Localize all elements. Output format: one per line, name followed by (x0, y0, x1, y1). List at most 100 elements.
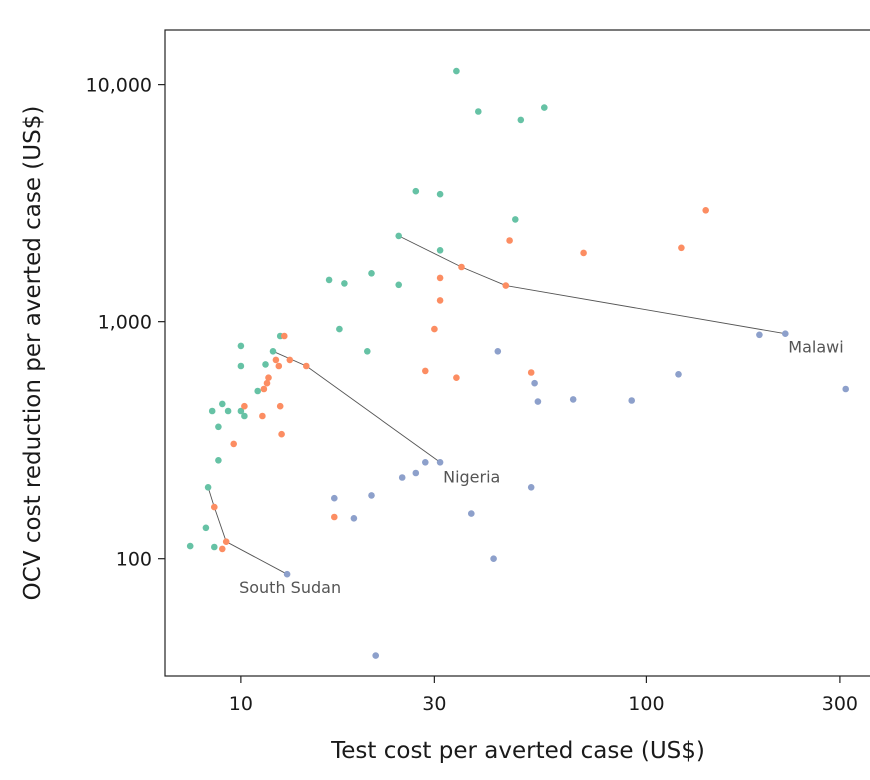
data-point-blue (628, 397, 635, 404)
data-point-blue (675, 371, 682, 378)
data-point-blue (531, 379, 538, 387)
data-point-orange (230, 440, 237, 448)
annotation-south-sudan: South Sudan (239, 578, 341, 597)
data-point-orange (219, 545, 226, 553)
data-point-green (204, 484, 212, 491)
connector-line-south-sudan (207, 487, 288, 575)
data-point-green (341, 280, 348, 287)
data-point-orange (678, 244, 685, 252)
data-point-blue (569, 396, 577, 403)
x-axis: 10 30 100 300 (229, 676, 858, 715)
data-point-green (453, 67, 460, 75)
data-point-blue (372, 652, 380, 659)
data-point-green (436, 247, 444, 254)
data-point-green (368, 270, 375, 277)
data-point-orange (211, 503, 218, 511)
data-point-green (237, 362, 245, 370)
data-point-green (211, 543, 218, 551)
data-point-orange (331, 513, 338, 521)
data-point-green (186, 542, 194, 550)
data-point-blue (283, 570, 291, 578)
data-point-green (517, 116, 525, 124)
data-point-blue (422, 459, 429, 466)
data-points (186, 67, 849, 659)
x-tick-label: 30 (422, 693, 446, 715)
data-point-blue (490, 555, 497, 562)
plot-frame (164, 29, 870, 677)
data-point-orange (580, 249, 587, 257)
x-tick-label: 300 (822, 693, 858, 715)
data-point-green (325, 276, 333, 284)
data-point-blue (412, 469, 420, 477)
data-point-orange (281, 332, 288, 340)
data-point-orange (272, 356, 280, 364)
y-axis: 100 1,000 10,000 (86, 75, 165, 571)
data-point-green (224, 407, 232, 415)
data-point-green (202, 524, 210, 532)
data-point-green (364, 348, 371, 355)
data-point-blue (350, 515, 358, 522)
data-point-orange (303, 362, 310, 370)
data-point-blue (527, 484, 535, 491)
connector-line-nigeria (272, 350, 441, 463)
data-point-orange (260, 385, 268, 393)
data-point-orange (458, 263, 465, 271)
data-point-blue (782, 330, 789, 338)
data-point-green (254, 387, 261, 395)
y-axis-title: OCV cost reduction per averted case (US$… (20, 106, 46, 601)
data-point-blue (331, 494, 338, 502)
data-point-orange (241, 402, 248, 410)
data-point-blue (494, 348, 502, 355)
data-point-green (512, 216, 519, 223)
data-point-blue (368, 492, 375, 499)
data-point-green (436, 190, 444, 198)
data-point-orange (453, 374, 460, 382)
annotation-nigeria: Nigeria (443, 467, 500, 486)
data-point-orange (259, 412, 266, 420)
data-point-green (208, 407, 216, 415)
data-point-orange (506, 237, 513, 244)
data-point-orange (263, 379, 271, 387)
y-tick-label: 10,000 (86, 75, 152, 97)
data-point-green (237, 407, 245, 415)
data-point-blue (756, 331, 763, 339)
data-point-green (395, 232, 403, 240)
data-point-blue (398, 474, 406, 481)
data-point-orange (222, 538, 230, 545)
y-tick-label: 1,000 (98, 312, 152, 334)
connecting-lines (207, 235, 786, 575)
data-point-green (412, 187, 420, 195)
data-point-orange (422, 367, 429, 375)
data-point-green (241, 412, 248, 420)
data-point-orange (275, 362, 283, 370)
x-tick-label: 100 (628, 693, 664, 715)
data-point-blue (468, 510, 475, 517)
x-tick-label: 10 (229, 693, 253, 715)
data-point-green (541, 104, 548, 111)
data-point-orange (276, 402, 284, 410)
annotation-malawi: Malawi (788, 338, 843, 357)
x-axis-title: Test cost per averted case (US$) (330, 738, 705, 764)
data-point-orange (527, 369, 535, 376)
data-point-orange (278, 430, 285, 438)
y-tick-label: 100 (116, 549, 152, 571)
data-point-orange (502, 282, 510, 289)
data-point-green (215, 457, 222, 464)
data-point-green (262, 361, 269, 368)
data-point-green (336, 325, 343, 333)
annotations: Malawi Nigeria South Sudan (239, 338, 844, 598)
data-point-green (219, 400, 226, 408)
data-point-green (237, 342, 245, 350)
connector-line-malawi (398, 235, 786, 335)
data-point-green (269, 348, 277, 355)
data-point-green (475, 108, 482, 115)
data-point-orange (436, 297, 444, 304)
data-point-orange (436, 274, 444, 282)
data-point-orange (431, 325, 438, 333)
data-point-blue (842, 385, 849, 393)
data-point-orange (702, 207, 709, 214)
data-point-blue (534, 398, 542, 405)
data-point-orange (286, 356, 294, 364)
data-point-green (215, 423, 222, 431)
